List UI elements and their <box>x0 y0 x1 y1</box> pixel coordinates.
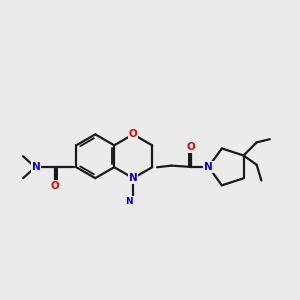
Text: N: N <box>129 173 138 183</box>
Text: O: O <box>51 181 59 191</box>
Text: O: O <box>129 129 138 140</box>
Text: O: O <box>187 142 195 152</box>
Text: N: N <box>204 162 213 172</box>
Text: N: N <box>126 197 133 206</box>
Text: N: N <box>32 162 40 172</box>
